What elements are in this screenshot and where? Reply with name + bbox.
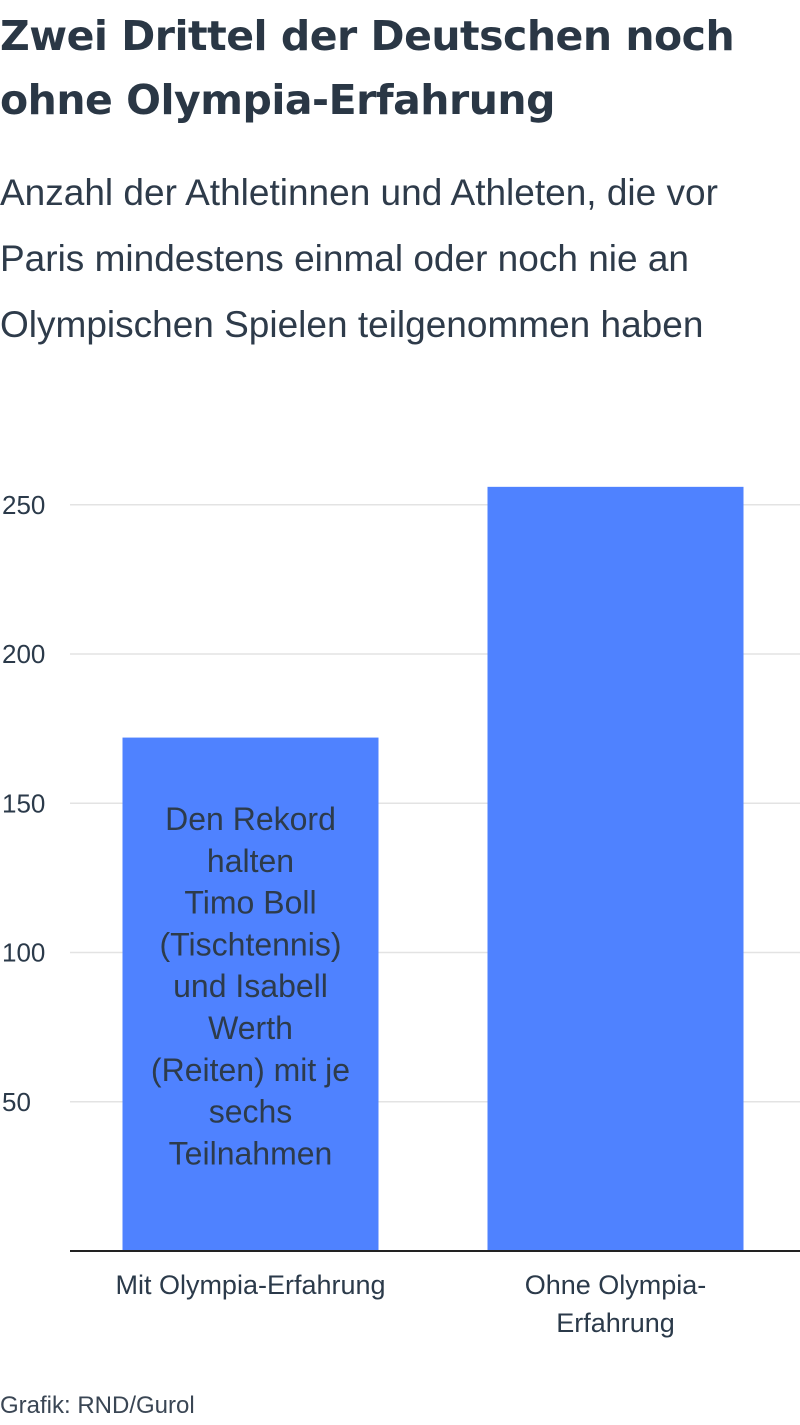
subtitle-text: Anzahl der Athletinnen und Athleten, die… [0,172,718,345]
annotation-line: Den Rekord [165,801,336,837]
y-tick-label: 100 [2,938,45,968]
bar-annotation: Den Rekord halten Timo Boll (Tischtennis) un… [151,801,350,1171]
bar [487,486,744,1252]
x-category-label: Erfahrung [556,1308,675,1338]
y-tick-label: 150 [2,788,45,818]
annotation-line: halten [207,843,294,879]
annotation-line: und Isabell [173,968,328,1004]
x-axis-labels: Mit Olympia-Erfahrung Ohne Olympia- Erfahr… [115,1270,706,1338]
y-tick-label: 50 [2,1087,31,1117]
source-credit: Grafik: RND/Gurol [0,1392,195,1420]
chart-title: Zwei Drittel der Deutschen noch ohne Oly… [0,4,800,132]
title-text: Zwei Drittel der Deutschen noch ohne Oly… [0,12,735,124]
y-tick-label: 200 [2,639,45,669]
annotation-line: (Reiten) mit je [151,1052,350,1088]
annotation-line: Timo Boll [184,885,316,921]
y-axis-ticks: 50 100 150 200 250 [2,490,45,1117]
annotation-line: (Tischtennis) [160,926,342,962]
bars [122,486,744,1252]
annotation-line: Teilnahmen [169,1135,333,1171]
x-category-label: Ohne Olympia- [525,1270,707,1300]
y-tick-label: 250 [2,490,45,520]
chart-subtitle: Anzahl der Athletinnen und Athleten, die… [0,160,800,358]
credit-text: Grafik: RND/Gurol [0,1392,195,1419]
annotation-line: sechs [209,1094,293,1130]
bar [122,737,379,1251]
annotation-line: Werth [208,1010,293,1046]
x-category-label: Mit Olympia-Erfahrung [115,1270,385,1300]
